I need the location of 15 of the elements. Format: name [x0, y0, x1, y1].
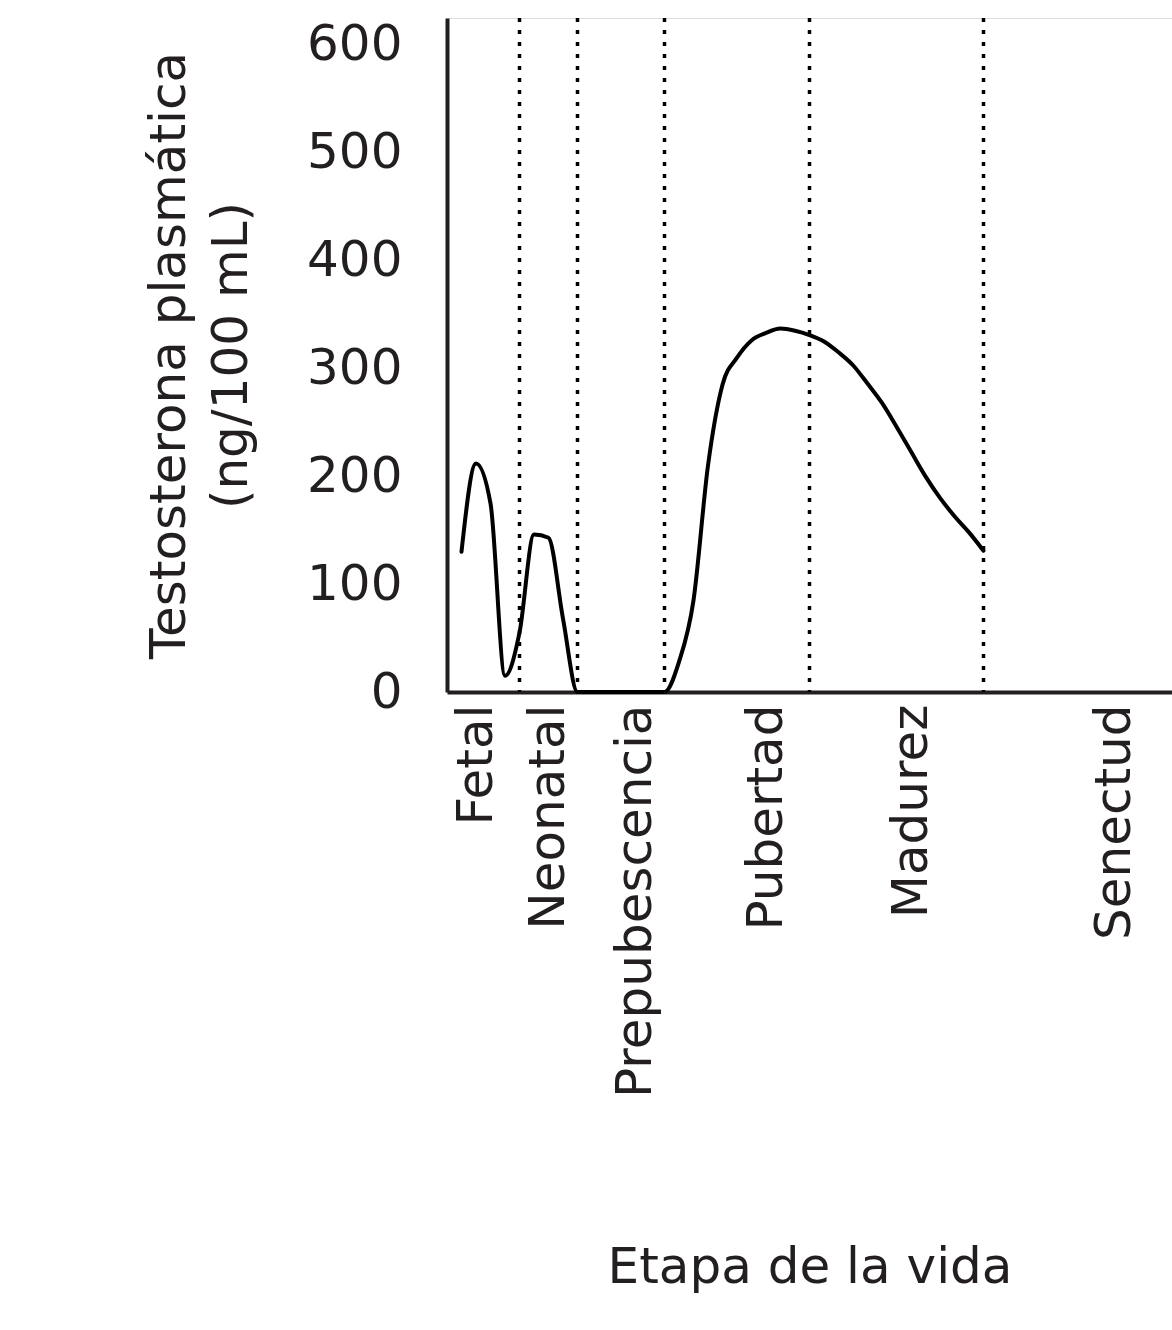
x-tick-label: Neonatal	[518, 704, 576, 930]
y-tick-label: 0	[370, 661, 403, 720]
x-tick-label: Senectud	[1083, 704, 1142, 940]
x-tick-label: Fetal	[445, 704, 504, 826]
y-tick-label: 500	[307, 122, 403, 181]
y-tick-label: 600	[307, 14, 403, 73]
y-tick-label: 400	[307, 230, 403, 289]
x-tick-label: Prepubescencia	[605, 704, 663, 1098]
y-tick-label: 300	[307, 337, 403, 396]
x-tick-label: Pubertad	[735, 704, 794, 931]
x-tick-label: Madurez	[880, 704, 939, 919]
y-axis-title: Testosterona plasmática (ng/100 mL)	[139, 51, 260, 661]
y-tick-label: 200	[307, 445, 403, 504]
y-tick-label: 100	[307, 553, 403, 612]
x-axis-title: Etapa de la vida	[607, 1236, 1013, 1295]
